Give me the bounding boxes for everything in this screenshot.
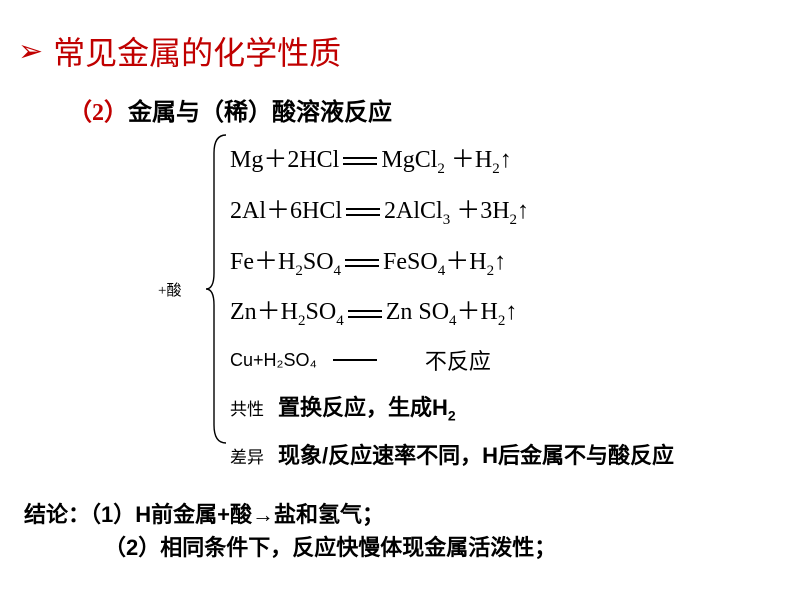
equation-1: Mg＋2HClMgCl2 ＋H2↑ (230, 139, 794, 178)
eq3-hs: 2 (487, 262, 495, 278)
note-common-sub: 2 (448, 408, 456, 424)
eq4-lb: SO (306, 299, 337, 325)
note-common-label: 共性 (230, 395, 264, 420)
dash-icon (333, 359, 377, 361)
acid-label: +酸 (158, 279, 181, 300)
eq3-lb: SO (303, 249, 334, 275)
cu-result: 不反应 (425, 344, 491, 376)
bullet-icon: ➢ (18, 34, 43, 69)
equation-3: Fe＋H2SO4FeSO4＋H2↑ (230, 241, 794, 280)
equation-2: 2Al＋6HCl 2AlCl3 ＋3H2↑ (230, 190, 794, 229)
eq3-plus: ＋H (445, 249, 486, 275)
eq1-right: MgCl (381, 147, 437, 173)
eq3-la: Fe＋H (230, 249, 295, 275)
note-diff: 差异 现象/反应速率不同，H后金属不与酸反应 (230, 438, 794, 470)
conclusion-label: 结论： (24, 502, 90, 527)
equation-4: Zn＋H2SO4Zn SO4＋H2↑ (230, 291, 794, 330)
eq4-ls2: 4 (336, 313, 344, 329)
eq4-rs: 4 (449, 313, 457, 329)
eq4-up: ↑ (505, 299, 517, 325)
eq4-ls1: 2 (298, 313, 306, 329)
eq1-sub1: 2 (437, 161, 445, 177)
brace-icon (206, 133, 228, 445)
note-common: 共性 置换反应，生成H2 (230, 390, 794, 423)
cu-formula: Cu+H₂SO₄ (230, 350, 317, 371)
eq1-left: Mg＋2HCl (230, 147, 339, 173)
note-common-text: 置换反应，生成H2 (278, 390, 456, 423)
eq2-up: ↑ (517, 198, 529, 224)
eq2-left: 2Al＋6HCl (230, 198, 342, 224)
subheading-number: （2） (68, 100, 128, 126)
equation-block: +酸 Mg＋2HClMgCl2 ＋H2↑ 2Al＋6HCl2AlCl3 ＋3H2… (158, 139, 794, 470)
eq3-ra: FeSO (383, 249, 438, 275)
equation-cu: Cu+H₂SO₄ 不反应 (230, 344, 794, 376)
note-common-ta: 置换反应，生成H (278, 395, 448, 420)
eq1-plus: ＋H (451, 147, 492, 173)
eq3-ls2: 4 (334, 262, 342, 278)
conclusion: 结论：（1）H前金属+酸→盐和氢气； （2）相同条件下，反应快慢体现金属活泼性； (0, 470, 794, 564)
subheading-text: 金属与（稀）酸溶液反应 (128, 100, 392, 126)
title-row: ➢ 常见金属的化学性质 (0, 0, 794, 74)
eq2-right: 2AlCl (384, 198, 443, 224)
eq4-plus: ＋H (457, 299, 498, 325)
conclusion-line2: （2）相同条件下，反应快慢体现金属活泼性； (24, 531, 794, 564)
note-diff-text: 现象/反应速率不同，H后金属不与酸反应 (278, 438, 674, 470)
eq3-up: ↑ (494, 249, 506, 275)
eq1-up: ↑ (500, 147, 512, 173)
eq1-sub2: 2 (492, 161, 500, 177)
eq3-ls1: 2 (295, 262, 303, 278)
eq4-ra: Zn SO (386, 299, 449, 325)
subheading: （2）金属与（稀）酸溶液反应 (0, 74, 794, 127)
eq2-sub1: 3 (443, 212, 451, 228)
note-diff-label: 差异 (230, 443, 264, 468)
eq2-plus: ＋3H (456, 198, 509, 224)
conclusion-line1: （1）H前金属+酸→盐和氢气； (90, 502, 384, 527)
eq4-la: Zn＋H (230, 299, 298, 325)
eq2-sub2: 2 (510, 212, 518, 228)
page-title: 常见金属的化学性质 (53, 28, 341, 74)
